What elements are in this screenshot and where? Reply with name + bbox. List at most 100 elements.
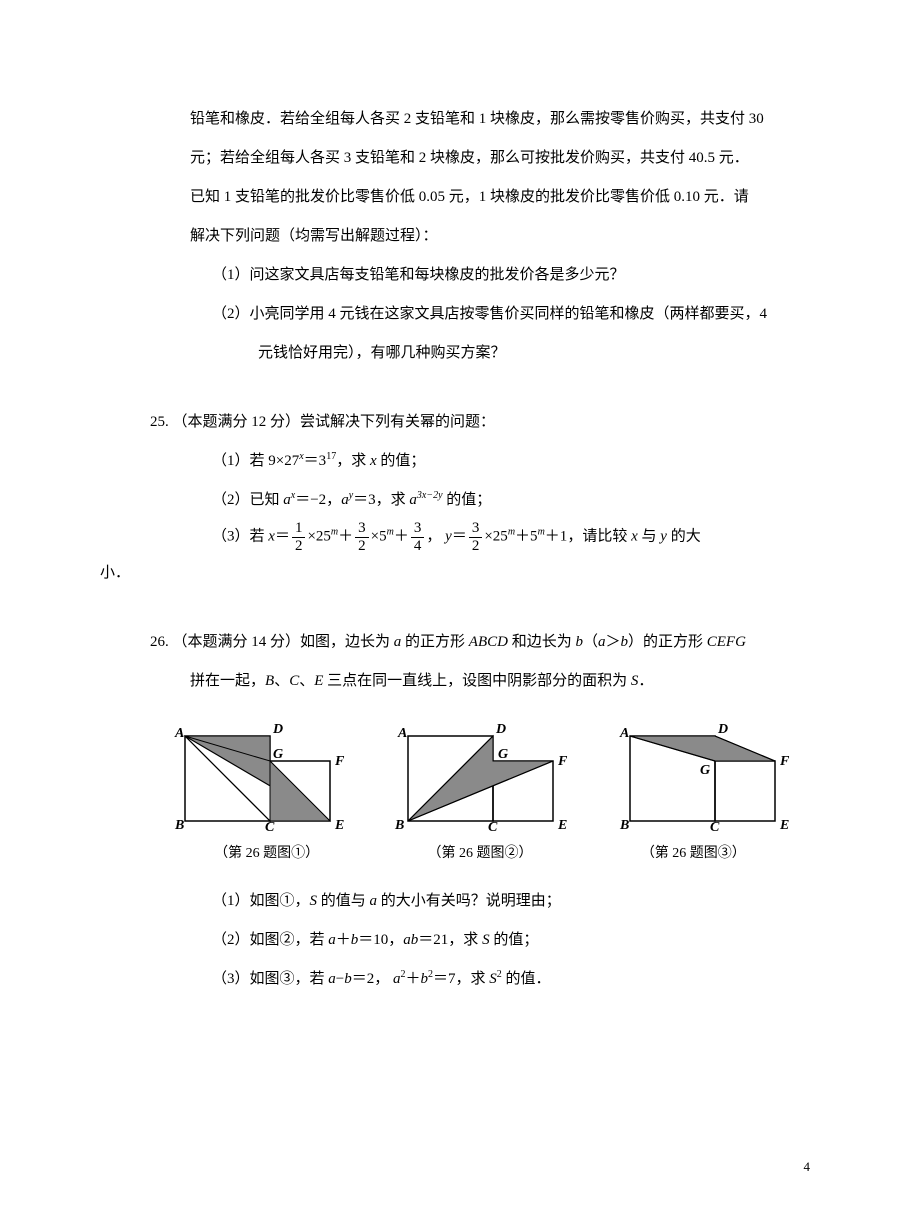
text: （2）已知	[212, 492, 283, 508]
text: ＋	[336, 932, 351, 948]
q26: 26. （本题满分 14 分）如图，边长为 a 的正方形 ABCD 和边长为 b…	[150, 623, 810, 999]
text: ．	[638, 673, 653, 689]
var: x	[631, 528, 638, 544]
var: a	[328, 971, 336, 987]
label-D: D	[717, 722, 728, 737]
frac: 34	[411, 520, 425, 554]
label-E: E	[557, 818, 567, 831]
label-G: G	[498, 747, 508, 762]
den: 2	[292, 538, 306, 555]
text: （3）若	[212, 528, 268, 544]
var: a	[328, 932, 336, 948]
q26-s1: （1）如图①，S 的值与 a 的大小有关吗？说明理由；	[212, 882, 810, 921]
q24-sub1: （1）问这家文具店每支铅笔和每块橡皮的批发价各是多少元？	[212, 256, 810, 295]
var: x	[370, 453, 377, 469]
text: ＋	[338, 528, 353, 544]
label-A: A	[397, 726, 407, 741]
text: （1）若 9×27	[212, 453, 299, 469]
text: 与	[638, 528, 661, 544]
figure-1: A D G F B C E	[160, 721, 360, 831]
label-E: E	[779, 818, 789, 831]
label-A: A	[174, 726, 184, 741]
num: 3	[411, 520, 425, 538]
label-C: C	[710, 820, 720, 831]
num: 1	[292, 520, 306, 538]
text: ×25	[307, 528, 330, 544]
caption-2: （第 26 题图②）	[373, 836, 586, 872]
den: 2	[355, 538, 369, 555]
label-B: B	[394, 818, 404, 831]
label-F: F	[334, 754, 345, 769]
text: ）的正方形	[628, 634, 707, 650]
text: （3）如图③，若	[212, 971, 328, 987]
q24-continuation: 铅笔和橡皮．若给全组每人各买 2 支铅笔和 1 块橡皮，那么需按零售价购买，共支…	[150, 100, 810, 373]
var: b	[421, 971, 429, 987]
var: a	[283, 492, 291, 508]
text: 、	[299, 673, 314, 689]
text: 的大小有关吗？说明理由；	[377, 893, 561, 909]
figure-1-svg: A D G F B C E	[160, 721, 360, 831]
figure-3: A D G F B C E	[605, 721, 810, 831]
exp: m	[508, 526, 515, 537]
var: a	[393, 971, 401, 987]
exp: m	[538, 526, 545, 537]
text: ＋	[394, 528, 409, 544]
text: ＝2，	[352, 971, 393, 987]
den: 2	[469, 538, 483, 555]
text: ＝10，	[358, 932, 403, 948]
text: ＝7，求	[433, 971, 489, 987]
page-number: 4	[804, 1150, 811, 1184]
label-G: G	[700, 763, 710, 778]
q25: 25. （本题满分 12 分）尝试解决下列有关幂的问题： （1）若 9×27 x ＝…	[150, 403, 810, 593]
q26-head: 26. （本题满分 14 分）如图，边长为 a 的正方形 ABCD 和边长为 b…	[150, 623, 810, 662]
var: S	[489, 971, 497, 987]
text: −	[336, 971, 344, 987]
q26-l2: 拼在一起，B、C、E 三点在同一直线上，设图中阴影部分的面积为 S．	[190, 662, 810, 701]
figures-row: A D G F B C E A D G F B C	[160, 721, 810, 831]
q26-s2: （2）如图②，若 a＋b＝10，ab＝21，求 S 的值；	[212, 921, 810, 960]
text: ×25	[484, 528, 507, 544]
var: S	[482, 932, 490, 948]
text: ，求	[336, 453, 370, 469]
figure-3-svg: A D G F B C E	[605, 721, 810, 831]
q26-s3: （3）如图③，若 a−b＝2， a2＋b2＝7，求 S2 的值．	[212, 960, 810, 999]
frac: 12	[292, 520, 306, 554]
var: b	[621, 634, 629, 650]
label-B: B	[619, 818, 629, 831]
var: ABCD	[469, 634, 508, 650]
label-D: D	[272, 722, 283, 737]
var: x	[268, 528, 275, 544]
text: 的值；	[377, 453, 426, 469]
frac: 32	[469, 520, 483, 554]
text: ＝3	[304, 453, 327, 469]
text: 26. （本题满分 14 分）如图，边长为	[150, 634, 394, 650]
q24-sub2b: 元钱恰好用完），有哪几种购买方案？	[258, 334, 810, 373]
q25-p1: （1）若 9×27x＝317，求 x 的值；	[212, 442, 810, 481]
q25-p3-tail: 小．	[100, 554, 810, 593]
var: b	[575, 634, 583, 650]
var: b	[344, 971, 352, 987]
q24-l2: 元；若给全组每人各买 3 支铅笔和 2 块橡皮，那么可按批发价购买，共支付 40…	[190, 139, 810, 178]
var: a	[341, 492, 349, 508]
var: CEFG	[707, 634, 746, 650]
var: ab	[403, 932, 418, 948]
text: ＝−2，	[295, 492, 341, 508]
text: 和边长为	[508, 634, 576, 650]
caption-3: （第 26 题图③）	[587, 836, 800, 872]
exp: m	[387, 526, 394, 537]
text: ，请比较	[567, 528, 631, 544]
label-E: E	[334, 818, 344, 831]
var: y	[445, 528, 452, 544]
label-C: C	[265, 820, 275, 831]
text: ×5	[371, 528, 387, 544]
text: ＝	[452, 528, 467, 544]
label-G: G	[273, 747, 283, 762]
figure-2: A D G F B C E	[383, 721, 583, 831]
num: 3	[469, 520, 483, 538]
var: S	[310, 893, 318, 909]
text: 拼在一起，	[190, 673, 265, 689]
text: 的大	[667, 528, 701, 544]
q25-head: 25. （本题满分 12 分）尝试解决下列有关幂的问题：	[150, 403, 810, 442]
exp: 17	[326, 451, 336, 462]
q24-l4: 解决下列问题（均需写出解题过程）：	[190, 217, 810, 256]
